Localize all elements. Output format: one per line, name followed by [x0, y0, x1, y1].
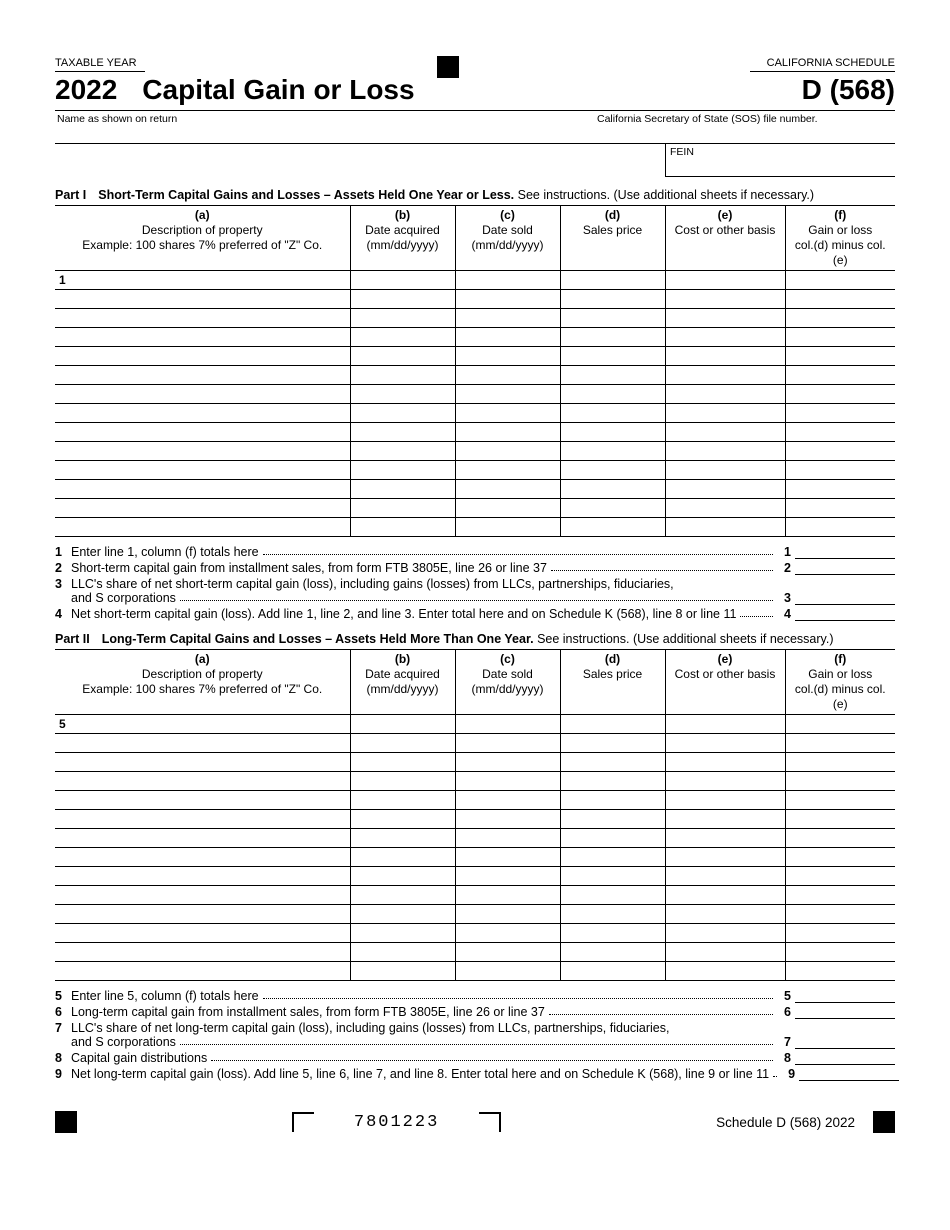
line-7: 7LLC's share of net long-term capital ga…: [55, 1021, 895, 1049]
part2-rows: 5: [55, 715, 895, 981]
part1-rows: 1: [55, 271, 895, 537]
line-3: 3LLC's share of net short-term capital g…: [55, 577, 895, 605]
title-row: 2022 Capital Gain or Loss D (568): [55, 72, 895, 111]
page-footer: 7801223 Schedule D (568) 2022: [55, 1111, 895, 1133]
top-labels-row: TAXABLE YEAR CALIFORNIA SCHEDULE: [55, 50, 895, 72]
line-5: 5 Enter line 5, column (f) totals here 5: [55, 989, 895, 1003]
part1-title-bold: Short-Term Capital Gains and Losses – As…: [98, 188, 514, 202]
col-e-header: (e)Cost or other basis: [665, 206, 785, 271]
form-code: D (568): [802, 74, 895, 106]
part1-table: (a)Description of propertyExample: 100 s…: [55, 206, 895, 537]
bracket-right-icon: [479, 1112, 501, 1132]
part1-title-rest: See instructions. (Use additional sheets…: [514, 188, 814, 202]
part1-label: Part I: [55, 188, 86, 202]
col-f-header: (f)Gain or losscol.(d) minus col.(e): [785, 206, 895, 271]
col-e-header-2: (e)Cost or other basis: [665, 650, 785, 715]
col-d-header-2: (d)Sales price: [560, 650, 665, 715]
col-a-header: (a)Description of propertyExample: 100 s…: [55, 206, 350, 271]
part2-title-bold: Long-Term Capital Gains and Losses – Ass…: [102, 632, 534, 646]
part2-table: (a)Description of propertyExample: 100 s…: [55, 650, 895, 981]
col-d-header: (d)Sales price: [560, 206, 665, 271]
line-7-input[interactable]: [795, 1035, 895, 1049]
identity-block: Name as shown on return California Secre…: [55, 111, 895, 177]
part2-summary: 5 Enter line 5, column (f) totals here 5…: [55, 989, 895, 1081]
bracket-left-icon: [292, 1112, 314, 1132]
part2-label: Part II: [55, 632, 90, 646]
part2-title-rest: See instructions. (Use additional sheets…: [534, 632, 834, 646]
line-9-input[interactable]: [799, 1067, 899, 1081]
col-b-header-2: (b)Date acquired(mm/dd/yyyy): [350, 650, 455, 715]
line-8-input[interactable]: [795, 1051, 895, 1065]
california-schedule-label: CALIFORNIA SCHEDULE: [750, 57, 895, 72]
footer-mark-right-icon: [873, 1111, 895, 1133]
line-3-input[interactable]: [795, 591, 895, 605]
part2-header: Part II Long-Term Capital Gains and Loss…: [55, 627, 895, 650]
col-b-header: (b)Date acquired(mm/dd/yyyy): [350, 206, 455, 271]
line-4-input[interactable]: [795, 607, 895, 621]
taxable-year-label: TAXABLE YEAR: [55, 57, 145, 72]
form-number: 7801223: [354, 1113, 439, 1132]
form-title: Capital Gain or Loss: [142, 74, 414, 106]
registration-mark-icon: [437, 56, 459, 78]
part1-header: Part I Short-Term Capital Gains and Loss…: [55, 183, 895, 206]
line-4: 4 Net short-term capital gain (loss). Ad…: [55, 607, 895, 621]
name-field-label[interactable]: Name as shown on return: [55, 111, 595, 144]
col-f-header-2: (f)Gain or losscol.(d) minus col.(e): [785, 650, 895, 715]
line-2: 2 Short-term capital gain from installme…: [55, 561, 895, 575]
form-page: TAXABLE YEAR CALIFORNIA SCHEDULE 2022 Ca…: [0, 0, 950, 1163]
line-8: 8 Capital gain distributions 8: [55, 1051, 895, 1065]
line-1: 1 Enter line 1, column (f) totals here 1: [55, 545, 895, 559]
line-9: 9 Net long-term capital gain (loss). Add…: [55, 1067, 895, 1081]
line-1-input[interactable]: [795, 545, 895, 559]
line-6-input[interactable]: [795, 1005, 895, 1019]
col-c-header-2: (c)Date sold(mm/dd/yyyy): [455, 650, 560, 715]
part1-summary: 1 Enter line 1, column (f) totals here 1…: [55, 545, 895, 621]
col-a-header-2: (a)Description of propertyExample: 100 s…: [55, 650, 350, 715]
part1-row-marker[interactable]: 1: [55, 271, 350, 290]
footer-mark-left-icon: [55, 1111, 77, 1133]
col-c-header: (c)Date sold(mm/dd/yyyy): [455, 206, 560, 271]
fein-field-label[interactable]: FEIN: [665, 144, 895, 177]
line-5-input[interactable]: [795, 989, 895, 1003]
line-6: 6 Long-term capital gain from installmen…: [55, 1005, 895, 1019]
sos-field-label[interactable]: California Secretary of State (SOS) file…: [595, 111, 895, 144]
footer-schedule-text: Schedule D (568) 2022: [716, 1115, 855, 1130]
line-2-input[interactable]: [795, 561, 895, 575]
tax-year: 2022: [55, 74, 117, 106]
part2-row-marker[interactable]: 5: [55, 715, 350, 734]
